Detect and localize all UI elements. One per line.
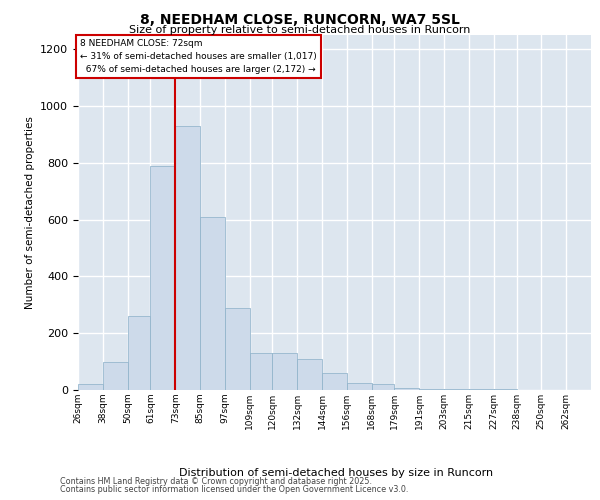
Bar <box>272 353 297 390</box>
Bar <box>394 388 419 390</box>
Text: Size of property relative to semi-detached houses in Runcorn: Size of property relative to semi-detach… <box>130 25 470 35</box>
Bar <box>103 362 128 390</box>
Bar <box>250 353 272 390</box>
Bar <box>128 316 151 390</box>
Bar <box>444 388 469 390</box>
Text: Contains HM Land Registry data © Crown copyright and database right 2025.: Contains HM Land Registry data © Crown c… <box>60 477 372 486</box>
Text: 8, NEEDHAM CLOSE, RUNCORN, WA7 5SL: 8, NEEDHAM CLOSE, RUNCORN, WA7 5SL <box>140 12 460 26</box>
Bar <box>322 373 347 390</box>
Bar <box>78 384 103 390</box>
Bar <box>297 359 322 390</box>
Y-axis label: Number of semi-detached properties: Number of semi-detached properties <box>25 116 35 309</box>
Bar <box>175 126 200 390</box>
Bar <box>151 166 175 390</box>
Text: Contains public sector information licensed under the Open Government Licence v3: Contains public sector information licen… <box>60 485 409 494</box>
Bar <box>419 388 444 390</box>
Text: 8 NEEDHAM CLOSE: 72sqm
← 31% of semi-detached houses are smaller (1,017)
  67% o: 8 NEEDHAM CLOSE: 72sqm ← 31% of semi-det… <box>80 40 317 74</box>
Text: Distribution of semi-detached houses by size in Runcorn: Distribution of semi-detached houses by … <box>179 468 493 477</box>
Bar <box>347 383 372 390</box>
Bar <box>469 389 494 390</box>
Bar <box>200 217 225 390</box>
Bar <box>372 384 394 390</box>
Bar <box>225 308 250 390</box>
